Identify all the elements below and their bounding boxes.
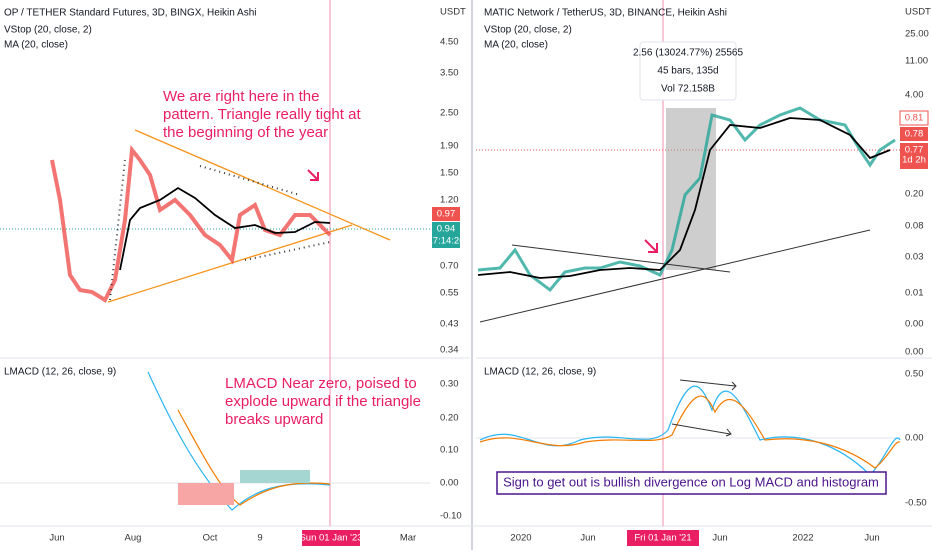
macd-line [479,385,901,476]
axis-label: -0.10 [440,511,462,522]
indicator-label: MA (20, close) [484,40,548,51]
axis-label: 0.03 [905,252,924,263]
trend-line [511,244,731,273]
trend-line [479,229,871,323]
axis-label: 1.90 [440,141,459,152]
price-tag-label: 1d 2h [902,155,926,166]
tooltip-text: Vol 72.158B [661,84,715,95]
price-tag [432,222,460,248]
annotation: the beginning of the year [163,124,328,141]
indicator-label: VStop (20, close, 2) [4,25,92,36]
axis-label: 3.50 [440,68,459,79]
axis-label: 0.00 [905,433,924,444]
annotation: LMACD Near zero, poised to [225,375,417,392]
histogram [178,483,234,505]
annotation: pattern. Triangle really tight at [163,106,361,123]
axis-label: 1.50 [440,168,459,179]
note-box [496,471,887,495]
indicator-label: VStop (20, close, 2) [484,25,572,36]
cursor-tag [627,530,699,546]
axis-label: 4.50 [440,37,459,48]
axis-label: 11.00 [905,56,928,67]
divergence-line [671,379,737,437]
moving-average [119,186,331,271]
axis-label: 0.08 [905,221,924,232]
price-tag [900,143,928,169]
trend-line [107,224,353,303]
time-label: 9 [257,533,262,544]
axis-label: 0.50 [905,369,924,380]
tooltip-text: 45 bars, 135d [657,66,718,77]
tooltip [639,41,737,101]
arrow [307,169,319,181]
axis-label: USDT [905,7,931,18]
price-tag [899,110,929,126]
axis-label: 0.00 [905,319,924,330]
tooltip-text: 2.56 (13024.77%) 25565 [633,48,744,59]
axis-label: 0.10 [440,445,459,456]
chart-title: OP / TETHER Standard Futures, 3D, BINGX,… [4,8,257,19]
price-tag-label: 0.78 [905,129,924,140]
histogram [240,470,310,483]
price-tag-label: 0.94 [437,224,456,235]
price-tag [900,127,928,141]
price-tag-label: 0.77 [905,145,924,156]
chart-title: MATIC Network / TetherUS, 3D, BINANCE, H… [484,8,727,19]
time-label: Jun [580,533,595,544]
time-label: Jun [864,533,879,544]
candles [50,144,332,303]
axis-label: 0.20 [440,413,459,424]
axis-label: 0.55 [440,288,459,299]
time-label: Jun [712,533,727,544]
axis-label: 25.00 [905,29,929,40]
annotation: explode upward if the triangle [225,393,421,410]
indicator-label: MA (20, close) [4,40,68,51]
annotation: Sign to get out is bullish divergence on… [503,474,879,489]
candles [477,106,896,293]
annotation: breaks upward [225,411,323,428]
vstop [109,159,331,301]
time-label: Aug [125,533,142,544]
cursor-tag [302,530,360,546]
axis-label: 1.20 [440,195,459,206]
axis-label: 0.70 [440,261,459,272]
price-tag-label: 0.97 [437,209,456,220]
time-label: 2020 [510,533,531,544]
annotation: We are right here in the [163,88,319,105]
price-tag-label: 0.81 [905,113,924,124]
time-label: Oct [203,533,218,544]
axis-label: 0.20 [905,189,924,200]
time-label: Jun [49,533,64,544]
axis-label: 0.00 [905,347,924,358]
arrow [644,239,658,253]
signal-line [177,409,331,506]
axis-label: -0.50 [905,498,927,509]
indicator-label: LMACD (12, 26, close, 9) [484,367,596,378]
indicator-label: LMACD (12, 26, close, 9) [4,367,116,378]
cursor-label: Fri 01 Jan '21 [634,533,691,544]
price-tag-label: 17:14:20 [428,236,465,247]
axis-label: 0.30 [440,379,459,390]
axis-label: USDT [440,7,466,18]
time-label: Mar [400,533,416,544]
moving-average [477,117,891,279]
axis-label: 0.01 [905,288,924,299]
price-tag [432,207,460,221]
axis-label: 0.43 [440,319,459,330]
cursor-label: Sun 01 Jan '23 [299,533,362,544]
axis-label: 0.34 [440,345,459,356]
signal-line [479,395,901,469]
axis-label: 2.50 [440,108,459,119]
axis-label: 0.00 [440,478,459,489]
axis-label: 4.00 [905,90,924,101]
time-label: 2022 [792,533,813,544]
